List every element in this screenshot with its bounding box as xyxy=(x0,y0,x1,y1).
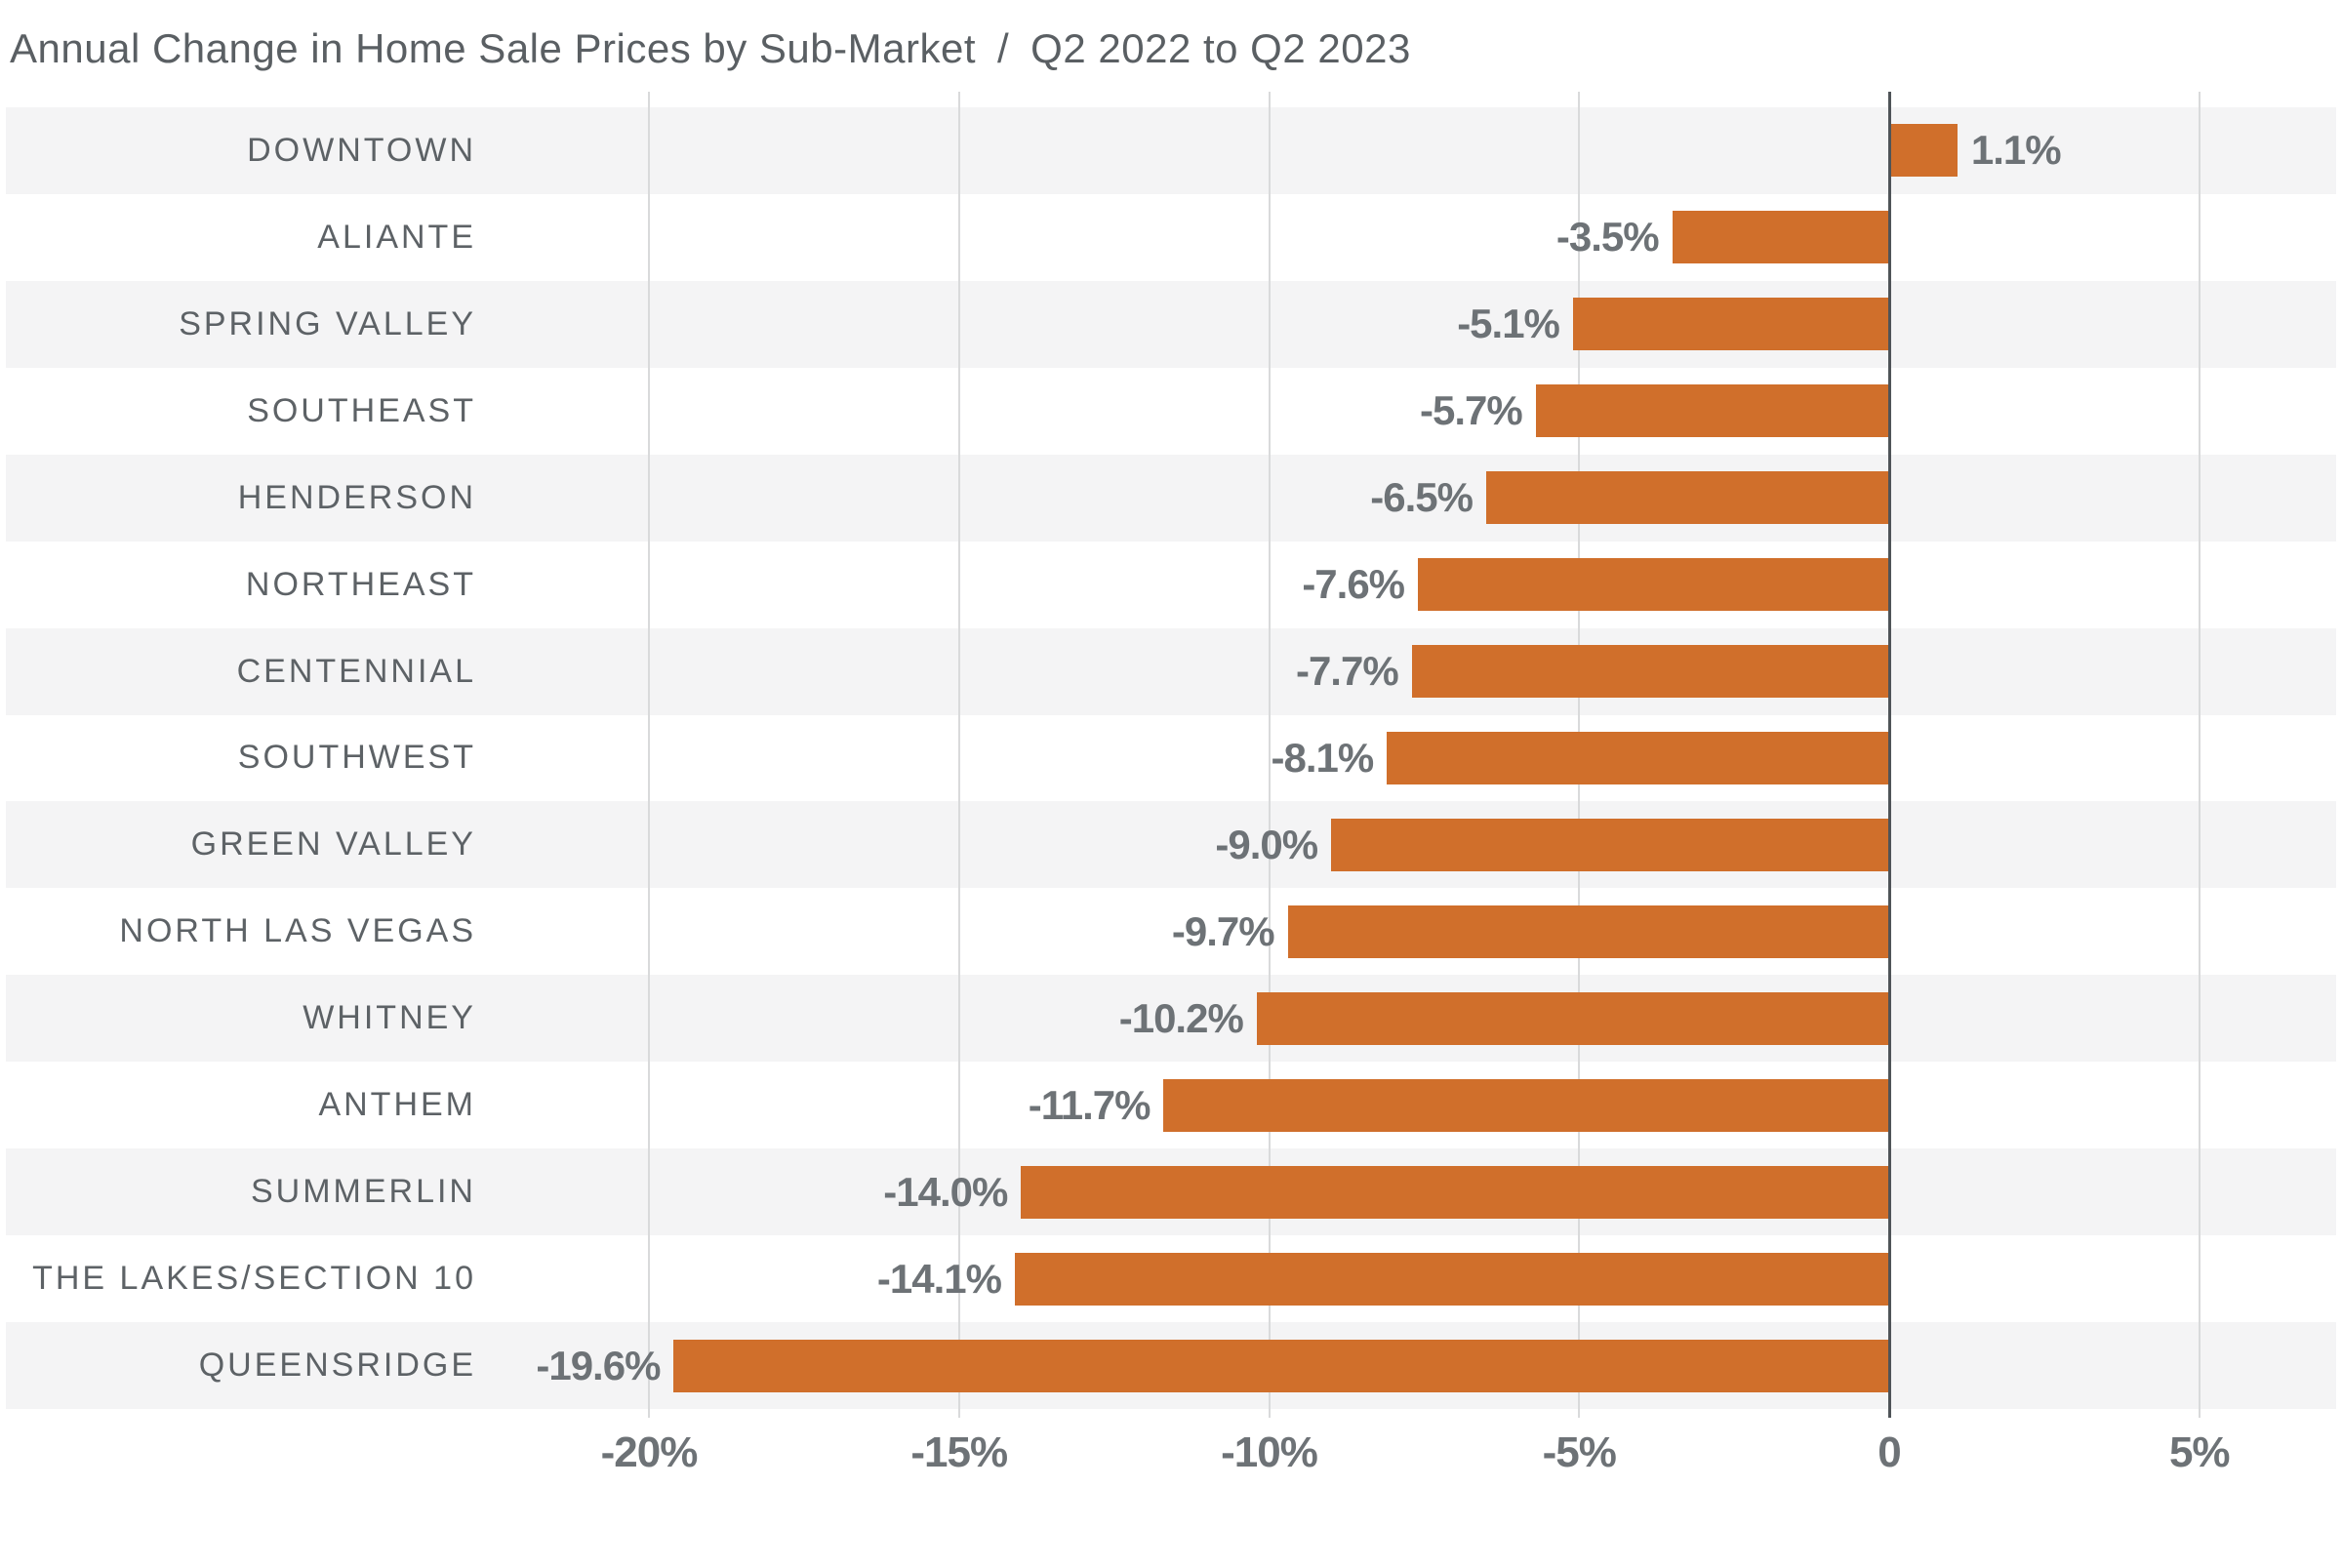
chart-title-separator: / xyxy=(997,25,1010,71)
chart-row: HENDERSON -6.5% xyxy=(6,454,2336,542)
chart-row: SOUTHEAST -5.7% xyxy=(6,368,2336,455)
value-label: -7.7% xyxy=(1295,648,1399,695)
chart-row: GREEN VALLEY -9.0% xyxy=(6,801,2336,889)
x-axis-tick-label: 0 xyxy=(1878,1428,1902,1476)
chart-title: Annual Change in Home Sale Prices by Sub… xyxy=(10,25,1411,72)
value-bar xyxy=(1672,211,1889,264)
chart-row: WHITNEY -10.2% xyxy=(6,975,2336,1063)
chart-row: DOWNTOWN 1.1% xyxy=(6,107,2336,194)
chart-row: ANTHEM -11.7% xyxy=(6,1062,2336,1148)
chart-row: SUMMERLIN -14.0% xyxy=(6,1148,2336,1236)
value-bar xyxy=(1411,645,1889,699)
value-bar xyxy=(1889,124,1958,178)
value-label: -19.6% xyxy=(536,1342,661,1388)
category-label: GREEN VALLEY xyxy=(190,825,476,864)
category-label: HENDERSON xyxy=(237,478,476,516)
x-axis-tick-label: -5% xyxy=(1542,1428,1617,1476)
category-label: SUMMERLIN xyxy=(250,1173,476,1211)
chart-row: THE LAKES/SECTION 10 -14.1% xyxy=(6,1235,2336,1322)
value-bar xyxy=(1163,1078,1889,1132)
value-bar xyxy=(1535,384,1889,438)
value-bar xyxy=(1021,1165,1889,1219)
chart-row: CENTENNIAL -7.7% xyxy=(6,627,2336,715)
value-label: -3.5% xyxy=(1555,214,1660,261)
value-label: -5.1% xyxy=(1457,301,1560,347)
value-bar xyxy=(1014,1252,1889,1306)
value-label: -9.7% xyxy=(1171,907,1275,954)
value-bar xyxy=(1387,731,1889,784)
category-label: CENTENNIAL xyxy=(236,652,476,690)
x-axis-tick-label: -10% xyxy=(1221,1428,1318,1476)
chart-title-period: Q2 2022 to Q2 2023 xyxy=(1030,25,1411,71)
value-bar xyxy=(1572,298,1889,351)
category-label: ANTHEM xyxy=(318,1086,476,1124)
x-axis-tick-label: -15% xyxy=(910,1428,1008,1476)
value-label: -7.6% xyxy=(1302,561,1405,608)
value-label: -10.2% xyxy=(1118,994,1244,1041)
chart-row: QUEENSRIDGE -19.6% xyxy=(6,1322,2336,1409)
category-label: SOUTHEAST xyxy=(247,391,476,429)
category-label: DOWNTOWN xyxy=(247,131,476,169)
chart-row: ALIANTE -3.5% xyxy=(6,194,2336,281)
value-bar xyxy=(1485,471,1889,525)
value-bar xyxy=(1287,905,1889,958)
chart-title-main: Annual Change in Home Sale Prices by Sub… xyxy=(10,25,976,71)
value-label: -8.1% xyxy=(1271,734,1375,781)
value-label: -14.1% xyxy=(876,1255,1002,1302)
chart-row: SPRING VALLEY -5.1% xyxy=(6,280,2336,368)
value-bar xyxy=(1331,818,1889,871)
value-label: -14.0% xyxy=(883,1168,1008,1215)
value-label: 1.1% xyxy=(1970,127,2062,174)
value-label: -6.5% xyxy=(1370,474,1474,521)
x-axis-tick-label: 5% xyxy=(2168,1428,2231,1476)
chart-row: SOUTHWEST -8.1% xyxy=(6,715,2336,802)
category-label: SPRING VALLEY xyxy=(179,304,476,342)
value-bar xyxy=(673,1339,1889,1392)
value-bar xyxy=(1418,558,1889,612)
category-label: SOUTHWEST xyxy=(237,739,476,777)
value-label: -9.0% xyxy=(1215,821,1318,867)
chart-row: NORTH LAS VEGAS -9.7% xyxy=(6,888,2336,975)
chart-row: NORTHEAST -7.6% xyxy=(6,542,2336,628)
category-label: WHITNEY xyxy=(303,999,476,1037)
value-label: -11.7% xyxy=(1028,1081,1151,1128)
category-label: THE LAKES/SECTION 10 xyxy=(32,1260,476,1298)
category-label: NORTHEAST xyxy=(245,565,476,603)
value-bar xyxy=(1256,991,1889,1045)
category-label: QUEENSRIDGE xyxy=(198,1347,476,1385)
value-label: -5.7% xyxy=(1420,387,1523,434)
category-label: NORTH LAS VEGAS xyxy=(119,912,476,950)
category-label: ALIANTE xyxy=(317,218,476,256)
plot-area: DOWNTOWN 1.1% ALIANTE -3.5% SPRING VALLEY -5.… xyxy=(6,107,2336,1409)
x-axis-tick-label: -20% xyxy=(600,1428,699,1476)
